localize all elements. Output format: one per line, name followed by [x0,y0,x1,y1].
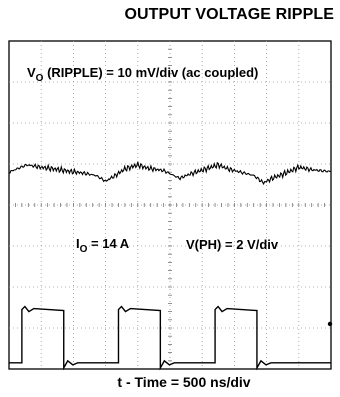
x-axis-label: t - Time = 500 ns/div [117,374,251,390]
ripple-scale-label: VO (RIPPLE) = 10 mV/div (ac coupled) [27,65,258,84]
ph-scale-label: V(PH) = 2 V/div [186,237,279,252]
chart-title: OUTPUT VOLTAGE RIPPLE [124,6,334,23]
ph-switch-trace [9,305,331,371]
minor-ticks [15,48,325,362]
trace-marker [327,321,333,327]
ripple-trace [8,161,332,186]
current-label: IO = 14 A [76,236,130,255]
traces [8,161,333,371]
